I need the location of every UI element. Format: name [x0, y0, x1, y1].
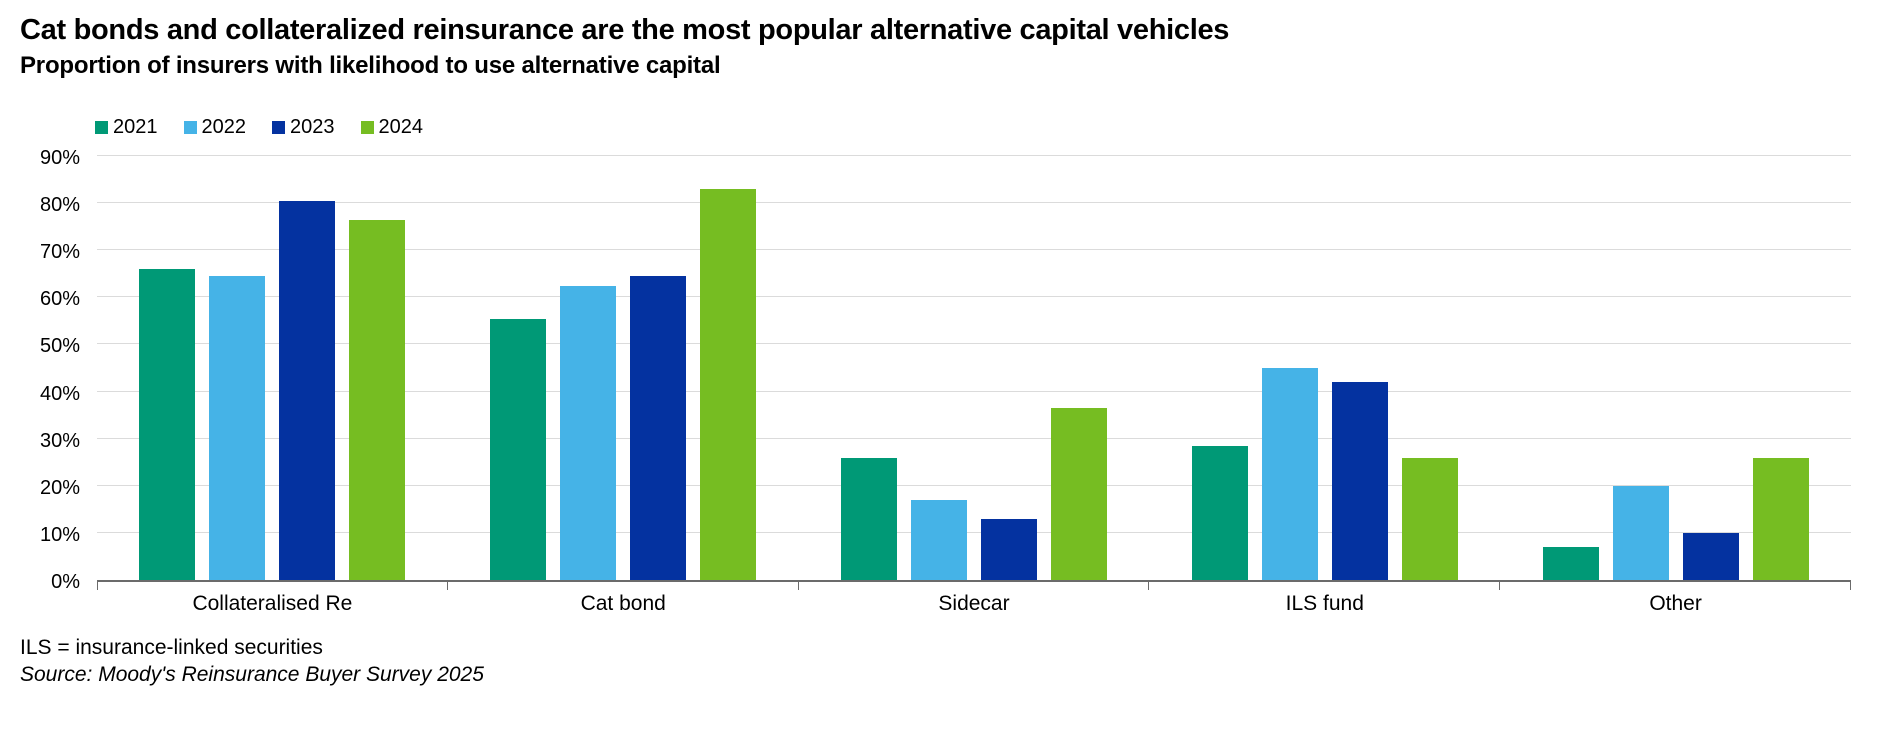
- y-axis-labels: 0% 10% 20% 30% 40% 50% 60% 70% 80% 90%: [0, 148, 80, 592]
- plot-area: [97, 155, 1851, 590]
- x-category-label: ILS fund: [1285, 592, 1364, 615]
- legend-item-2024: 2024: [360, 116, 424, 139]
- footnote: ILS = insurance-linked securities: [20, 636, 323, 659]
- gridline: [97, 343, 1851, 345]
- bar-2021: [840, 457, 897, 580]
- bar-2022: [209, 276, 266, 580]
- x-category-label: Collateralised Re: [192, 592, 353, 615]
- legend-label: 2024: [378, 116, 424, 138]
- bar-2021: [1191, 445, 1248, 580]
- bar-2021: [139, 269, 196, 580]
- bar-2022: [1261, 368, 1318, 580]
- bar-group-collateralised-re: [97, 158, 448, 590]
- axis-tick: [1148, 582, 1150, 590]
- bar-2022: [560, 285, 617, 580]
- axis-tick: [1499, 582, 1501, 590]
- axis-tick: [797, 582, 799, 590]
- gridline: [97, 390, 1851, 392]
- bar-group-cat-bond: [448, 158, 799, 590]
- y-tick-label: 40%: [39, 382, 80, 405]
- chart-title: Cat bonds and collateralized reinsurance…: [20, 14, 1230, 46]
- bar-2024: [1050, 408, 1107, 580]
- gridline: [97, 202, 1851, 204]
- axis-tick: [446, 582, 448, 590]
- bar-2022: [1612, 485, 1669, 580]
- bar-2023: [1331, 382, 1388, 580]
- chart-subtitle: Proportion of insurers with likelihood t…: [20, 52, 721, 79]
- bar-group-sidecar: [799, 158, 1150, 590]
- source-note: Source: Moody's Reinsurance Buyer Survey…: [20, 663, 484, 686]
- legend-swatch-icon: [360, 121, 374, 134]
- gridline: [97, 249, 1851, 251]
- x-category-label: Other: [1649, 592, 1702, 615]
- y-tick-label: 70%: [39, 241, 80, 264]
- legend-swatch-icon: [272, 121, 285, 134]
- bar-2023: [630, 276, 687, 580]
- x-category-label: Cat bond: [580, 592, 666, 615]
- x-category-label: Sidecar: [938, 592, 1010, 615]
- legend: 2021 2022 2023 2024: [95, 116, 423, 139]
- bar-2023: [980, 518, 1037, 580]
- bar-2022: [910, 499, 967, 580]
- bar-2021: [1542, 547, 1599, 580]
- legend-swatch-icon: [183, 121, 197, 134]
- axis-tick: [97, 582, 98, 590]
- legend-item-2023: 2023: [272, 116, 335, 139]
- legend-label: 2023: [290, 116, 335, 138]
- y-tick-label: 60%: [39, 288, 80, 311]
- bar-2023: [279, 200, 336, 580]
- y-tick-label: 20%: [39, 476, 80, 499]
- legend-swatch-icon: [95, 121, 108, 134]
- y-tick-label: 90%: [39, 147, 80, 169]
- legend-item-2022: 2022: [183, 116, 247, 139]
- legend-label: 2021: [113, 116, 158, 138]
- gridline: [97, 437, 1851, 439]
- bar-group-ils-fund: [1149, 158, 1501, 590]
- bar-2021: [490, 318, 547, 580]
- bar-2024: [349, 219, 406, 580]
- gridline: [97, 484, 1851, 486]
- y-tick-label: 30%: [39, 429, 80, 452]
- y-tick-label: 50%: [39, 335, 80, 358]
- legend-label: 2022: [201, 116, 247, 138]
- y-tick-label: 0%: [51, 571, 80, 593]
- gridline: [97, 296, 1851, 298]
- bar-2024: [1752, 457, 1809, 580]
- bar-2024: [1401, 457, 1458, 580]
- gridline: [97, 155, 1851, 156]
- legend-item-2021: 2021: [95, 116, 158, 139]
- bar-2023: [1682, 532, 1739, 580]
- gridline: [97, 531, 1851, 533]
- y-tick-label: 80%: [39, 194, 80, 217]
- x-axis-labels: Collateralised Re Cat bond Sidecar ILS fund…: [97, 592, 1851, 616]
- bar-2024: [700, 188, 757, 580]
- axis-tick: [1849, 582, 1851, 590]
- bar-group-other: [1500, 158, 1851, 590]
- y-tick-label: 10%: [39, 523, 80, 546]
